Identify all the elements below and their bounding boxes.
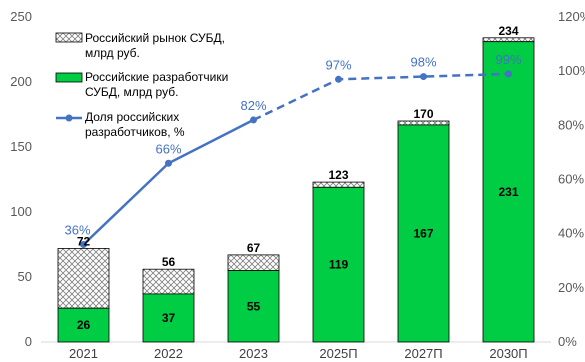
label-share-2: 82% xyxy=(240,98,266,113)
bar-market-5 xyxy=(482,37,535,43)
share-point-3 xyxy=(335,75,342,83)
axes: 0 50 100 150 200 250 0% 20% 40% 60% 80% 100% 120% 202… xyxy=(10,9,585,361)
legend-swatch-market xyxy=(55,32,83,43)
legend-label-market-line1: Российский рынок СУБД, xyxy=(85,31,225,45)
x-tick-0: 2021 xyxy=(69,346,98,361)
label-market-4: 170 xyxy=(413,107,433,121)
share-point-0 xyxy=(80,241,87,248)
label-developers-4: 167 xyxy=(413,226,433,240)
y-right-tick-6: 120% xyxy=(558,9,585,24)
bar-developers-5 xyxy=(482,41,535,343)
x-tick-1: 2022 xyxy=(154,346,183,361)
bars xyxy=(57,37,535,343)
bar-developers-1 xyxy=(142,293,195,343)
data-labels: 72 26 56 37 67 55 123 119 170 167 234 231 36% 66% 82% 9… xyxy=(64,24,521,332)
y-right-tick-2: 40% xyxy=(558,226,584,241)
y-left-tick-1: 50 xyxy=(18,269,32,284)
y-right-tick-1: 20% xyxy=(558,280,584,295)
legend-label-developers-line1: Российские разработчики xyxy=(85,70,228,84)
bar-developers-0 xyxy=(57,307,110,343)
legend-label-share-line2: разработчиков, % xyxy=(85,125,185,139)
bar-market-4 xyxy=(397,120,450,126)
legend-label-share-line1: Доля российских xyxy=(85,110,179,124)
y-left-tick-0: 0 xyxy=(25,334,32,349)
bar-market-0 xyxy=(57,247,110,309)
label-market-2: 67 xyxy=(247,241,261,255)
y-left-tick-3: 150 xyxy=(10,139,32,154)
label-market-3: 123 xyxy=(328,168,348,182)
label-developers-0: 26 xyxy=(77,318,91,332)
y-left-tick-4: 200 xyxy=(10,74,32,89)
label-market-1: 56 xyxy=(162,255,176,269)
share-point-4 xyxy=(420,73,427,81)
x-tick-2: 2023 xyxy=(239,346,268,361)
label-share-4: 98% xyxy=(410,55,436,70)
y-right-tick-5: 100% xyxy=(558,63,585,78)
label-market-0: 72 xyxy=(77,234,91,248)
share-point-5 xyxy=(505,70,512,78)
legend-marker-share xyxy=(65,114,73,122)
share-line-forecast xyxy=(252,72,509,122)
label-share-3: 97% xyxy=(325,57,351,72)
share-line xyxy=(80,70,512,248)
x-tick-5: 2030П xyxy=(489,346,527,361)
share-point-1 xyxy=(165,159,172,167)
label-share-5: 99% xyxy=(495,52,521,67)
legend: Российский рынок СУБД, млрд руб. Российс… xyxy=(55,31,228,139)
bar-market-2 xyxy=(227,254,280,271)
legend-swatch-developers xyxy=(55,72,83,83)
y-left-tick-5: 250 xyxy=(10,9,32,24)
label-market-5: 234 xyxy=(498,24,518,38)
bar-market-1 xyxy=(142,268,195,295)
legend-label-market-line2: млрд руб. xyxy=(85,46,140,60)
share-point-2 xyxy=(250,116,257,124)
bar-market-3 xyxy=(312,181,365,188)
bar-developers-2 xyxy=(227,270,280,343)
y-right-tick-0: 0% xyxy=(558,334,577,349)
label-developers-2: 55 xyxy=(247,299,261,313)
label-developers-3: 119 xyxy=(329,258,349,272)
y-right-tick-4: 80% xyxy=(558,117,584,132)
y-left-tick-2: 100 xyxy=(10,204,32,219)
label-developers-1: 37 xyxy=(162,311,176,325)
bar-developers-4 xyxy=(397,124,450,343)
label-developers-5: 231 xyxy=(498,185,518,199)
label-share-0: 36% xyxy=(64,223,90,238)
x-tick-3: 2025П xyxy=(319,346,357,361)
bar-developers-3 xyxy=(312,186,365,343)
x-tick-4: 2027П xyxy=(404,346,442,361)
legend-label-developers-line2: СУБД, млрд руб. xyxy=(85,85,178,99)
label-share-1: 66% xyxy=(155,141,181,156)
y-right-tick-3: 60% xyxy=(558,172,584,187)
